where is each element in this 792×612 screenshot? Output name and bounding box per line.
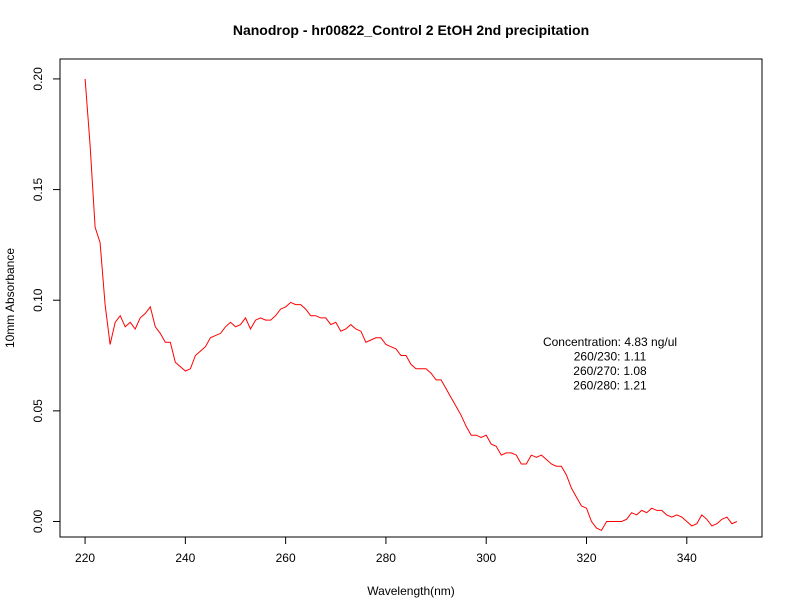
- x-tick-label: 260: [276, 551, 296, 565]
- x-tick-label: 240: [175, 551, 195, 565]
- y-tick-label: 0.05: [31, 399, 45, 423]
- y-tick-label: 0.00: [31, 510, 45, 534]
- x-tick-label: 300: [476, 551, 496, 565]
- x-tick-label: 220: [75, 551, 95, 565]
- y-axis: 0.00 0.05 0.10 0.15 0.20: [31, 67, 61, 534]
- x-tick-label: 280: [376, 551, 396, 565]
- x-tick-label: 320: [576, 551, 596, 565]
- annotation-line: 260/280: 1.21: [573, 379, 647, 393]
- annotation-line: 260/230: 1.11: [574, 350, 647, 364]
- x-axis: 220 240 260 280 300 320 340: [75, 536, 697, 565]
- absorbance-series-line: [84, 78, 738, 532]
- y-tick-label: 0.20: [31, 67, 45, 91]
- plot-frame: [59, 58, 763, 538]
- y-tick-label: 0.10: [31, 288, 45, 312]
- annotation-line: Concentration: 4.83 ng/ul: [543, 335, 677, 349]
- x-axis-label: Wavelength(nm): [367, 584, 455, 598]
- y-axis-label: 10mm Absorbance: [3, 248, 17, 348]
- x-tick-label: 340: [677, 551, 697, 565]
- y-tick-label: 0.15: [31, 178, 45, 202]
- chart-title: Nanodrop - hr00822_Control 2 EtOH 2nd pr…: [233, 22, 589, 38]
- annotation-line: 260/270: 1.08: [573, 364, 647, 378]
